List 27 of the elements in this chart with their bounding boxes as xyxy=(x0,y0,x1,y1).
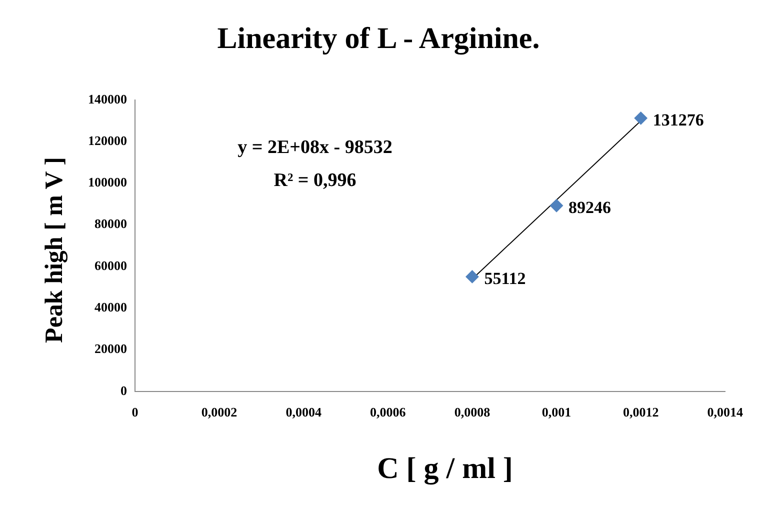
y-tick-label: 40000 xyxy=(94,300,127,314)
y-tick-label: 80000 xyxy=(94,216,127,232)
annotation: y = 2E+08x - 98532 xyxy=(238,137,392,159)
x-tick-label: 0 xyxy=(132,404,138,420)
point xyxy=(634,112,648,125)
y-tick-label: 20000 xyxy=(94,341,127,356)
x-tick-label: 0,0004 xyxy=(286,404,322,420)
y-tick-label: 100000 xyxy=(88,174,127,190)
annotation: R² = 0,996 xyxy=(274,170,356,192)
y-tick-label: 140000 xyxy=(88,91,127,106)
data-label: 55112 xyxy=(484,269,526,288)
x-axis-title: C [ g / ml ] xyxy=(376,452,514,486)
point xyxy=(550,199,564,212)
y-tick-label: 60000 xyxy=(94,258,127,273)
x-tick-label: 0,001 xyxy=(542,404,572,420)
point xyxy=(466,270,479,284)
x-tick-label: 0,0014 xyxy=(707,404,744,420)
data-label: 131276 xyxy=(652,110,704,130)
chart-title: Linearity of L - Arginine. xyxy=(216,22,541,56)
x-tick-label: 0,0002 xyxy=(201,404,238,420)
y-tick-label: 0 xyxy=(120,382,127,398)
y-tick-label: 120000 xyxy=(88,132,127,148)
y-axis-title: Peak high [ m V ] xyxy=(41,157,69,343)
x-tick-label: 0,0012 xyxy=(622,404,659,420)
x-tick-label: 0,0008 xyxy=(454,404,491,420)
x-tick-label: 0,0006 xyxy=(370,404,406,420)
data-label: 89246 xyxy=(568,198,612,218)
